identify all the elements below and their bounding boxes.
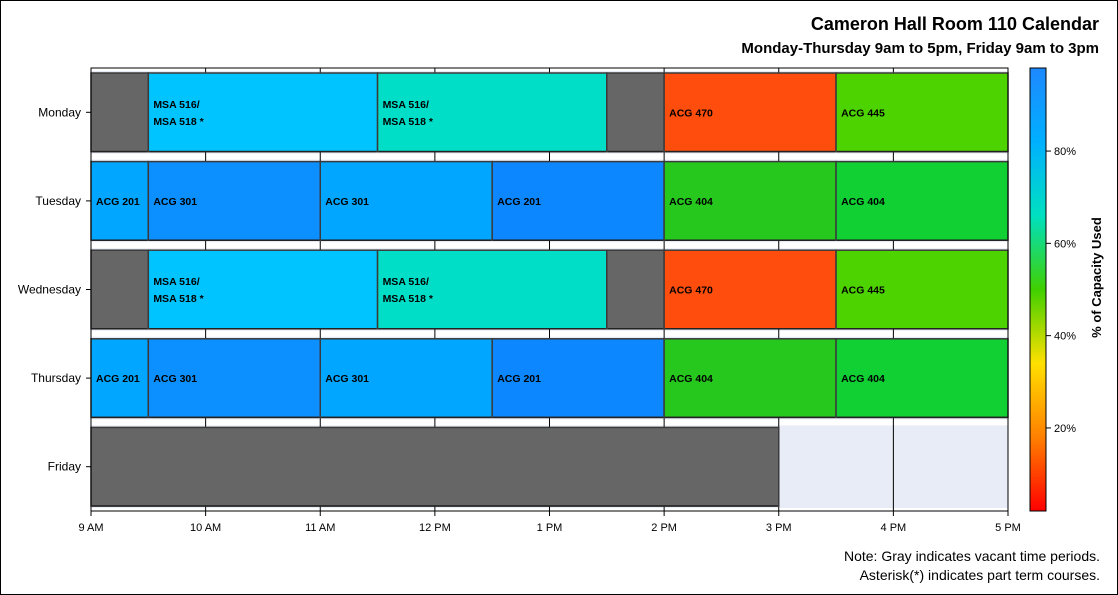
schedule-block-monday-11-5-label: MSA 516/ <box>383 99 429 111</box>
schedule-block-wednesday-11-5 <box>376 249 608 330</box>
colorbar <box>1029 67 1047 512</box>
schedule-block-monday-14-label: ACG 470 <box>669 107 713 119</box>
schedule-block-wednesday-15-5-label: ACG 445 <box>841 285 885 297</box>
y-tick-label-wednesday: Wednesday <box>18 283 81 297</box>
x-tick-label-10-am: 10 AM <box>190 522 221 534</box>
schedule-block-tuesday-12-5 <box>491 160 665 241</box>
schedule-block-monday-15-5-label: ACG 445 <box>841 107 885 119</box>
schedule-block-friday-9 <box>90 426 780 507</box>
schedule-block-thursday-14-label: ACG 404 <box>669 373 713 385</box>
schedule-block-tuesday-9-5-label: ACG 301 <box>153 196 197 208</box>
x-tick-label-11-am: 11 AM <box>305 522 335 534</box>
schedule-block-thursday-15-5-label: ACG 404 <box>841 373 885 385</box>
schedule-block-wednesday-14 <box>663 249 837 330</box>
x-tick-label-5-pm: 5 PM <box>995 522 1021 534</box>
x-tick-label-9-am: 9 AM <box>78 522 103 534</box>
colorbar-tick-label-80: 80% <box>1054 146 1076 158</box>
note-part-term: Asterisk(*) indicates part term courses. <box>859 567 1100 583</box>
schedule-block-thursday-12-5 <box>491 338 665 419</box>
schedule-block-wednesday-14-label: ACG 470 <box>669 285 713 297</box>
schedule-block-tuesday-12-5-label: ACG 201 <box>497 196 541 208</box>
schedule-block-monday-9-5 <box>147 72 379 153</box>
schedule-block-tuesday-14-label: ACG 404 <box>669 196 713 208</box>
schedule-block-monday-11-5-label: MSA 518 * <box>383 116 434 128</box>
schedule-block-tuesday-15-5-label: ACG 404 <box>841 196 885 208</box>
schedule-block-wednesday-9 <box>90 249 150 330</box>
schedule-block-wednesday-11-5-label: MSA 518 * <box>383 293 434 305</box>
schedule-block-wednesday-13-5 <box>606 249 665 330</box>
schedule-block-tuesday-9-label: ACG 201 <box>96 196 140 208</box>
schedule-block-wednesday-9-5-label: MSA 516/ <box>153 276 199 288</box>
schedule-block-monday-9-5-label: MSA 518 * <box>153 116 204 128</box>
schedule-block-wednesday-15-5 <box>835 249 1009 330</box>
y-tick-label-tuesday: Tuesday <box>35 194 81 208</box>
colorbar-tick-label-40: 40% <box>1054 331 1076 343</box>
schedule-block-monday-9 <box>90 72 150 153</box>
schedule-block-wednesday-9-5-label: MSA 518 * <box>153 293 204 305</box>
chart-subtitle: Monday-Thursday 9am to 5pm, Friday 9am t… <box>741 40 1099 57</box>
schedule-block-thursday-14 <box>663 338 837 419</box>
x-tick-label-4-pm: 4 PM <box>881 522 907 534</box>
schedule-block-monday-9-5-label: MSA 516/ <box>153 99 199 111</box>
colorbar-tick-label-60: 60% <box>1054 238 1076 250</box>
colorbar-label: % of Capacity Used <box>1089 217 1104 338</box>
x-tick-label-1-pm: 1 PM <box>537 522 563 534</box>
schedule-block-monday-11-5 <box>376 72 608 153</box>
schedule-block-wednesday-9-5 <box>147 249 379 330</box>
note-vacant: Note: Gray indicates vacant time periods… <box>843 548 1100 564</box>
y-tick-label-monday: Monday <box>38 105 81 119</box>
colorbar-tick-label-20: 20% <box>1054 423 1076 435</box>
y-tick-label-friday: Friday <box>48 460 81 474</box>
schedule-block-thursday-9-label: ACG 201 <box>96 373 140 385</box>
chart-title: Cameron Hall Room 110 Calendar <box>810 14 1099 34</box>
schedule-block-monday-13-5 <box>606 72 665 153</box>
schedule-block-tuesday-11 <box>319 160 493 241</box>
schedule-block-thursday-11-label: ACG 301 <box>325 373 369 385</box>
schedule-block-tuesday-11-label: ACG 301 <box>325 196 369 208</box>
x-tick-label-12-pm: 12 PM <box>419 522 451 534</box>
schedule-block-tuesday-14 <box>663 160 837 241</box>
schedule-block-wednesday-11-5-label: MSA 516/ <box>383 276 429 288</box>
x-tick-label-3-pm: 3 PM <box>766 522 792 534</box>
x-tick-label-2-pm: 2 PM <box>651 522 677 534</box>
schedule-block-thursday-9-5 <box>147 338 321 419</box>
schedule-block-monday-15-5 <box>835 72 1009 153</box>
y-tick-label-thursday: Thursday <box>31 371 81 385</box>
schedule-block-thursday-9-5-label: ACG 301 <box>153 373 197 385</box>
schedule-block-thursday-12-5-label: ACG 201 <box>497 373 541 385</box>
schedule-block-monday-14 <box>663 72 837 153</box>
